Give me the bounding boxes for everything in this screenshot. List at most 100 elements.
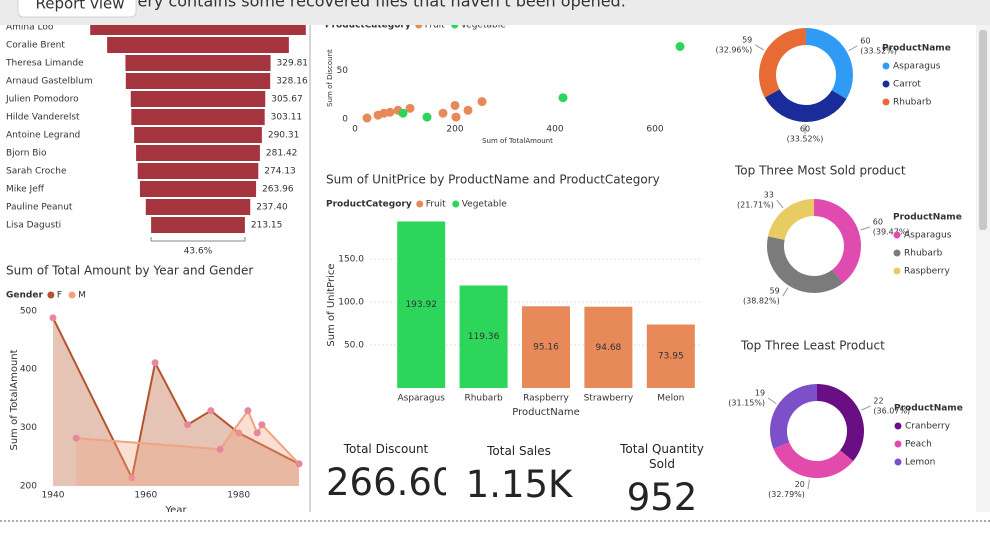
legend-marker xyxy=(895,459,902,466)
bar-value-label: 95.16 xyxy=(533,343,559,353)
funnel-category: Sarah Croche xyxy=(6,167,67,177)
line-marker xyxy=(296,460,303,467)
scatter-point xyxy=(452,113,461,122)
y-tick-label: 0 xyxy=(342,115,348,125)
leader-line xyxy=(849,46,858,51)
legend-marker xyxy=(452,201,459,208)
legend-entry: Vegetable xyxy=(462,200,508,210)
legend-marker xyxy=(883,63,890,70)
funnel-category: Julien Pomodoro xyxy=(5,95,79,105)
line-marker xyxy=(73,435,80,442)
leader-line xyxy=(808,479,810,489)
donut-value-label: 19 xyxy=(755,389,765,398)
leader-line xyxy=(861,406,870,410)
funnel-bar xyxy=(126,73,270,89)
tab-label: Report view xyxy=(35,0,124,13)
legend-entry: Fruit xyxy=(426,200,446,210)
card-label: Total Discount xyxy=(326,442,446,457)
legend-entry: Carrot xyxy=(893,80,921,90)
legend-marker xyxy=(895,441,902,448)
scatter-point xyxy=(386,108,395,117)
bar-value-label: 119.36 xyxy=(468,332,500,342)
funnel-value-label: 274.13 xyxy=(264,167,296,177)
legend-marker xyxy=(894,232,901,239)
x-tick-label: 400 xyxy=(546,125,563,135)
line-marker xyxy=(152,359,159,366)
legend-entry: Lemon xyxy=(905,458,935,468)
donut-percent-label: (31.15%) xyxy=(728,399,765,408)
donut-value-label: 60 xyxy=(800,124,810,133)
funnel-value-label: 329.81 xyxy=(277,59,309,69)
y-tick-label: 500 xyxy=(20,306,37,316)
x-tick-label: 1940 xyxy=(42,491,65,501)
legend-marker xyxy=(894,250,901,257)
scrollbar-thumb xyxy=(979,30,987,230)
scatter-point xyxy=(676,42,685,51)
funnel-bar xyxy=(131,109,264,125)
legend-entry: Raspberry xyxy=(904,267,950,277)
y-axis-label: Sum of UnitPrice xyxy=(326,263,337,346)
funnel-bar xyxy=(138,163,259,179)
donut-percent-label: (33.52%) xyxy=(787,134,824,143)
scatter-point xyxy=(363,114,372,123)
leader-line xyxy=(860,227,869,230)
funnel-bar xyxy=(131,91,265,107)
line-marker xyxy=(50,314,57,321)
y-tick-label: 300 xyxy=(20,423,37,433)
funnel-bar xyxy=(151,217,245,233)
funnel-value-label: 237.40 xyxy=(256,203,288,213)
card-label: Total Sales xyxy=(459,444,579,459)
chart-title: Sum of Total Amount by Year and Gender xyxy=(6,264,253,278)
legend-marker xyxy=(894,268,901,275)
legend-marker xyxy=(895,423,902,430)
funnel-category: Bjorn Bio xyxy=(6,149,47,159)
line-marker xyxy=(244,407,251,414)
funnel-value-label: 213.15 xyxy=(251,221,283,231)
banner-message: very contains some recovered files that … xyxy=(128,0,626,11)
legend-entry: F xyxy=(57,291,62,301)
donut-value-label: 59 xyxy=(770,287,780,296)
card-label: Total Quantity Sold xyxy=(612,442,712,472)
legend-entry: Rhubarb xyxy=(904,249,943,259)
funnel-bar xyxy=(107,37,289,53)
x-tick-label: 600 xyxy=(646,125,663,135)
funnel-category: Antoine Legrand xyxy=(6,131,80,141)
x-axis-label: Sum of TotalAmount xyxy=(482,137,553,145)
legend-marker xyxy=(883,81,890,88)
line-marker xyxy=(184,421,191,428)
donut-slice xyxy=(814,199,861,283)
funnel-category: Mike Jeff xyxy=(6,185,45,195)
card-value: 1.15K xyxy=(459,463,579,507)
scatter-point xyxy=(399,109,408,118)
funnel-value-label: 290.31 xyxy=(268,131,300,141)
funnel-value-label: 328.16 xyxy=(276,77,308,87)
funnel-bar xyxy=(125,55,270,71)
donut-slice xyxy=(773,442,853,478)
scatter-point xyxy=(478,97,487,106)
legend-entry: Cranberry xyxy=(905,422,951,432)
line-marker xyxy=(254,429,261,436)
leader-line xyxy=(777,200,783,208)
donut-value-label: 59 xyxy=(742,35,752,44)
funnel-category: Arnaud Gastelblum xyxy=(6,77,93,87)
funnel-value-label: 281.42 xyxy=(266,149,298,159)
leader-line xyxy=(783,288,788,296)
donut-percent-label: (32.79%) xyxy=(768,490,805,499)
funnel-bar xyxy=(136,145,260,161)
funnel-bar xyxy=(134,127,262,143)
donut-slice xyxy=(806,28,853,99)
legend-entry: M xyxy=(78,291,86,301)
x-tick-label: 0 xyxy=(352,125,358,135)
line-marker xyxy=(207,407,214,414)
x-tick-label: Rhubarb xyxy=(464,394,503,404)
legend-title: Gender xyxy=(6,291,43,301)
x-axis-label: ProductName xyxy=(512,407,579,418)
legend-marker xyxy=(69,292,76,299)
funnel-value-label: 263.96 xyxy=(262,185,294,195)
legend-entry: Asparagus xyxy=(893,62,941,72)
x-tick-label: Raspberry xyxy=(523,394,569,404)
legend-entry: Asparagus xyxy=(904,231,952,241)
